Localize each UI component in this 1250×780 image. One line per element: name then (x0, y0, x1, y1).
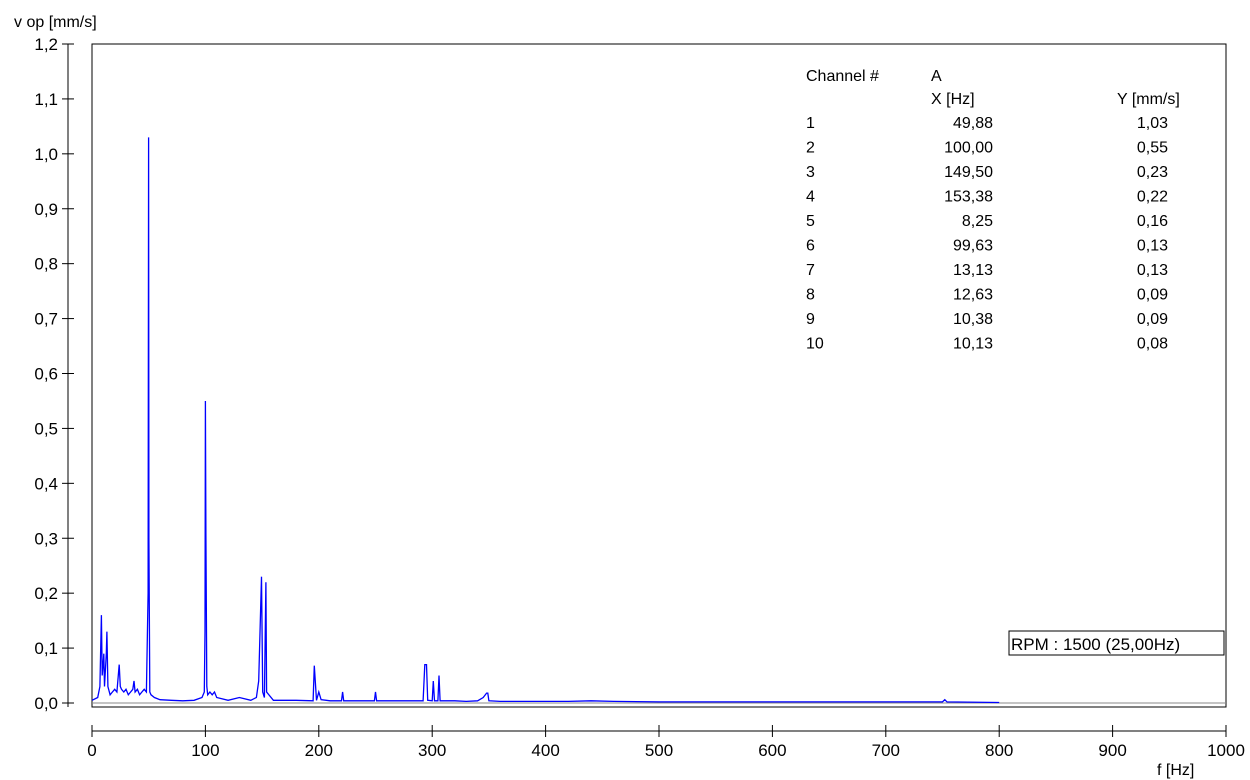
peak-row-index: 6 (806, 238, 815, 255)
peak-row-index: 4 (806, 189, 815, 206)
x-axis-title: f [Hz] (1157, 762, 1194, 779)
peak-table-rows: 1 49,88 1,03 2 100,00 0,55 3 149,50 0,23 4 153,38 0… (806, 115, 1168, 353)
y-tick-label: 0,1 (34, 639, 58, 658)
peak-row-y: 0,13 (1137, 262, 1168, 279)
y-tick-label: 1,1 (34, 90, 58, 109)
peak-row-x: 10,13 (953, 336, 993, 353)
peak-table-x-header: X [Hz] (931, 91, 975, 108)
x-tick-label: 700 (872, 741, 900, 760)
y-tick-label: 1,0 (34, 145, 58, 164)
peak-row-x: 153,38 (944, 189, 993, 206)
peak-row-x: 8,25 (962, 213, 993, 230)
peak-row-index: 7 (806, 262, 815, 279)
rpm-box: RPM : 1500 (25,00Hz) (1008, 630, 1225, 656)
x-tick-label: 0 (87, 741, 96, 760)
y-tick-label: 0,9 (34, 200, 58, 219)
peak-row-index: 5 (806, 213, 815, 230)
peak-row-y: 0,22 (1137, 189, 1168, 206)
y-tick-label: 0,5 (34, 419, 58, 438)
y-tick-label: 0,6 (34, 365, 58, 384)
peak-row-index: 8 (806, 287, 815, 304)
y-axis-title: v op [mm/s] (14, 14, 97, 31)
x-tick-label: 100 (191, 741, 219, 760)
peak-row-index: 10 (806, 336, 824, 353)
y-tick-label: 0,2 (34, 584, 58, 603)
series-layer (91, 137, 1000, 704)
y-tick-label: 0,3 (34, 529, 58, 548)
peak-table-y-header: Y [mm/s] (1117, 91, 1180, 108)
plot-frame (91, 43, 1227, 708)
peak-row-index: 9 (806, 311, 815, 328)
peak-row-x: 10,38 (953, 311, 993, 328)
peak-table: Channel # A X [Hz] Y [mm/s] 1 49,88 1,032 1… (806, 68, 1180, 353)
x-tick-label: 200 (305, 741, 333, 760)
x-tick-label: 900 (1098, 741, 1126, 760)
peak-row-y: 0,55 (1137, 140, 1168, 157)
x-tick-label: 400 (531, 741, 559, 760)
x-tick-label: 600 (758, 741, 786, 760)
y-tick-label: 1,2 (34, 35, 58, 54)
peak-row-x: 12,63 (953, 287, 993, 304)
peak-row-x: 100,00 (944, 140, 993, 157)
peak-row-y: 1,03 (1137, 115, 1168, 132)
peak-row-y: 0,09 (1137, 287, 1168, 304)
peak-row-y: 0,08 (1137, 336, 1168, 353)
peak-table-channel-value: A (931, 68, 942, 85)
y-tick-label: 0,7 (34, 310, 58, 329)
y-axis: 0,0 0,1 0,2 0,3 0,4 0,5 0,6 0,7 0,8 0,9 1,0 1,1 1,2 (34, 35, 74, 713)
peak-row-x: 49,88 (953, 115, 993, 132)
x-tick-label: 300 (418, 741, 446, 760)
x-tick-label: 500 (645, 741, 673, 760)
spectrum-series-line (91, 137, 1000, 704)
peak-row-index: 1 (806, 115, 815, 132)
y-tick-label: 0,4 (34, 474, 58, 493)
rpm-box-frame (1008, 630, 1225, 656)
peak-row-x: 99,63 (953, 238, 993, 255)
peak-row-y: 0,13 (1137, 238, 1168, 255)
peak-row-index: 3 (806, 164, 815, 181)
peak-row-y: 0,23 (1137, 164, 1168, 181)
peak-row-y: 0,09 (1137, 311, 1168, 328)
peak-row-index: 2 (806, 140, 815, 157)
rpm-label: RPM : 1500 (25,00Hz) (1011, 635, 1180, 654)
peak-row-y: 0,16 (1137, 213, 1168, 230)
x-tick-label: 800 (985, 741, 1013, 760)
y-tick-label: 0,0 (34, 694, 58, 713)
peak-row-x: 13,13 (953, 262, 993, 279)
y-tick-label: 0,8 (34, 255, 58, 274)
x-axis: 0 100 200 300 400 500 600 700 800 900 1000 (87, 725, 1245, 760)
x-tick-label: 1000 (1207, 741, 1245, 760)
peak-table-channel-label: Channel # (806, 68, 879, 85)
peak-row-x: 149,50 (944, 164, 993, 181)
